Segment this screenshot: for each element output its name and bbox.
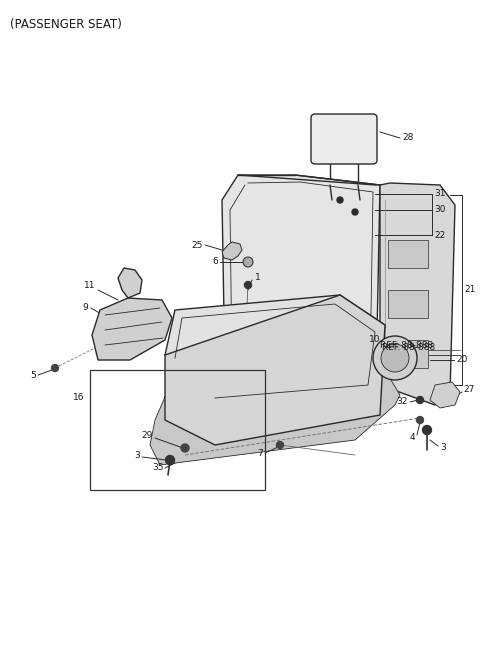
Polygon shape (380, 183, 455, 405)
Text: 10: 10 (369, 335, 380, 344)
Bar (90, 370, 265, 490)
Text: 3: 3 (440, 443, 446, 453)
Polygon shape (165, 295, 385, 405)
Text: 29: 29 (142, 430, 153, 440)
Circle shape (417, 417, 423, 424)
Polygon shape (118, 268, 142, 298)
Text: 1: 1 (255, 274, 261, 283)
Text: 21: 21 (464, 285, 475, 295)
Text: 5: 5 (30, 371, 36, 380)
Polygon shape (92, 298, 172, 360)
Polygon shape (430, 382, 460, 408)
Circle shape (337, 197, 343, 203)
Text: 28: 28 (402, 134, 413, 142)
Circle shape (244, 281, 252, 289)
Text: 3: 3 (134, 451, 140, 459)
Polygon shape (222, 175, 380, 415)
Text: 35: 35 (152, 464, 164, 472)
Bar (388, 240, 428, 268)
Text: 22: 22 (434, 230, 445, 239)
Circle shape (166, 455, 175, 464)
Polygon shape (165, 295, 385, 445)
Text: 27: 27 (463, 386, 474, 394)
Text: (PASSENGER SEAT): (PASSENGER SEAT) (10, 18, 122, 31)
Text: 9: 9 (82, 304, 88, 312)
FancyBboxPatch shape (311, 114, 377, 164)
Circle shape (181, 444, 189, 452)
Circle shape (417, 396, 423, 403)
Text: 25: 25 (192, 241, 203, 249)
Polygon shape (222, 242, 242, 260)
Text: 20: 20 (456, 356, 468, 365)
Text: 30: 30 (434, 205, 445, 215)
Circle shape (381, 344, 409, 372)
Text: 16: 16 (72, 394, 84, 403)
Text: 31: 31 (434, 190, 445, 199)
Text: 32: 32 (396, 398, 408, 407)
Text: REF. 88-888: REF. 88-888 (382, 344, 435, 352)
Bar (388, 290, 428, 318)
Circle shape (422, 426, 432, 434)
Circle shape (51, 365, 59, 371)
Circle shape (373, 336, 417, 380)
Circle shape (352, 209, 358, 215)
Circle shape (243, 257, 253, 267)
Text: 4: 4 (409, 432, 415, 441)
Polygon shape (150, 370, 400, 465)
Bar (388, 340, 428, 368)
Circle shape (276, 441, 284, 449)
Text: 7: 7 (257, 449, 263, 457)
Text: REF. 88-888: REF. 88-888 (380, 340, 433, 350)
Text: 6: 6 (212, 258, 218, 266)
Text: 11: 11 (84, 281, 95, 289)
